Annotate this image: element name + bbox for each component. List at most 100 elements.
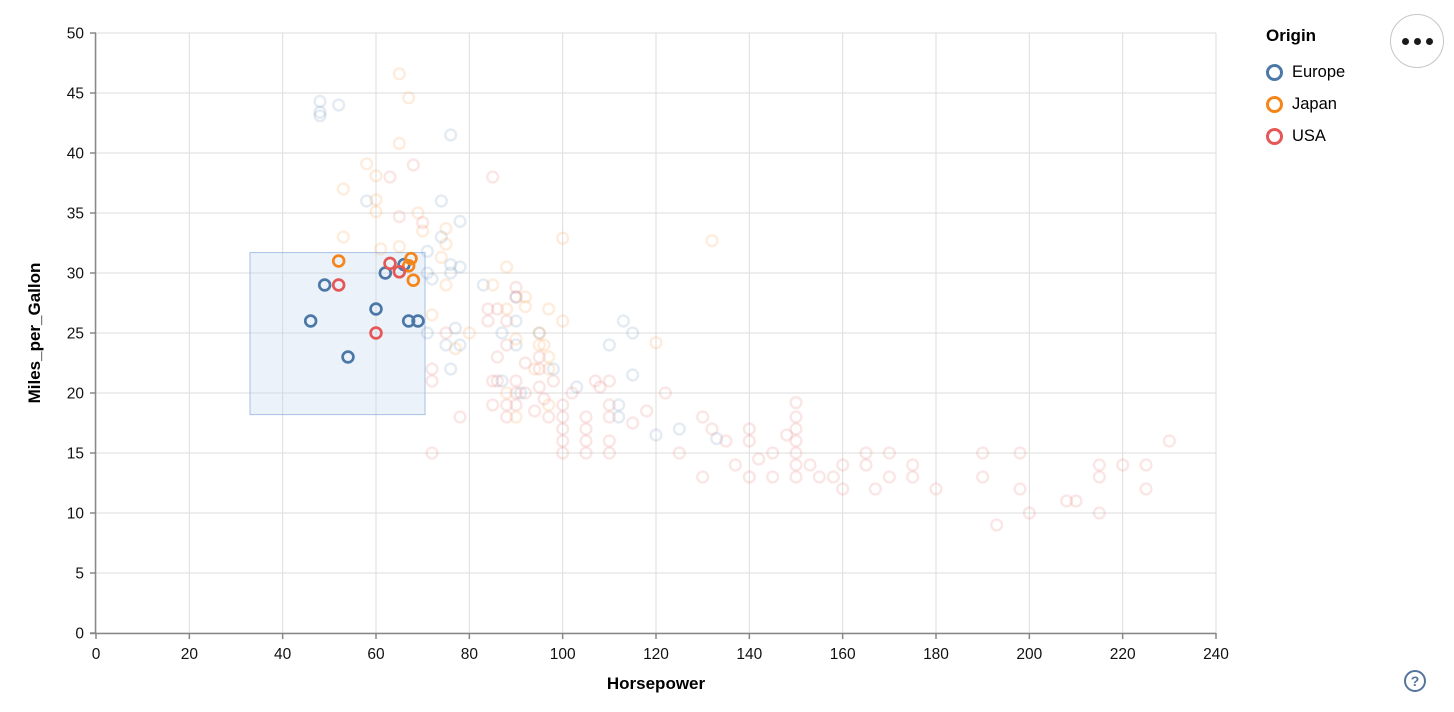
data-point-usa: [696, 410, 710, 424]
data-point-japan: [336, 230, 350, 244]
data-point-japan: [360, 157, 374, 171]
data-point-japan: [439, 222, 453, 236]
help-button[interactable]: ?: [1404, 670, 1426, 692]
data-point-europe: [649, 428, 663, 442]
data-point-japan: [374, 242, 388, 256]
legend-label-japan: Japan: [1292, 94, 1337, 113]
data-point-usa: [406, 158, 420, 172]
usa-ring-icon: [1266, 127, 1283, 145]
data-point-usa: [518, 386, 532, 400]
x-tick-label: 160: [830, 646, 856, 663]
data-point-japan: [556, 314, 570, 328]
legend: Origin Europe Japan USA: [1266, 26, 1345, 152]
data-point-usa: [481, 302, 495, 316]
data-point-usa: [976, 446, 990, 460]
data-point-usa: [906, 470, 920, 484]
data-point-usa: [602, 398, 616, 412]
data-point-usa: [1139, 458, 1153, 472]
y-tick-label: 0: [75, 626, 84, 643]
data-point-japan: [528, 362, 542, 376]
data-point-japan: [439, 237, 453, 251]
data-point-usa: [868, 482, 882, 496]
data-point-japan: [542, 350, 556, 364]
data-point-usa: [528, 404, 542, 418]
legend-item-japan: Japan: [1266, 88, 1345, 120]
y-tick-label: 35: [67, 206, 84, 223]
data-point-europe: [444, 266, 458, 280]
data-point-europe: [612, 398, 626, 412]
y-tick-label: 20: [67, 386, 85, 403]
data-point-europe: [420, 326, 434, 340]
x-tick-label: 220: [1110, 646, 1136, 663]
data-point-usa: [486, 170, 500, 184]
data-point-europe: [420, 266, 434, 280]
data-point-japan: [542, 398, 556, 412]
data-point-usa: [500, 398, 514, 412]
data-point-japan: [649, 336, 663, 350]
data-point-usa: [509, 280, 523, 295]
selected-point-europe: [317, 278, 332, 292]
data-point-europe: [444, 258, 458, 272]
data-point-usa: [990, 518, 1004, 532]
data-point-europe: [332, 98, 346, 112]
data-point-europe: [509, 338, 523, 352]
data-point-usa: [486, 398, 500, 412]
data-point-usa: [602, 374, 616, 388]
data-point-usa: [490, 374, 504, 388]
data-point-usa: [532, 350, 546, 364]
data-point-usa: [486, 374, 500, 388]
data-point-japan: [448, 342, 462, 356]
data-point-usa: [425, 362, 439, 376]
data-point-usa: [602, 434, 616, 448]
data-point-europe: [495, 374, 509, 388]
data-point-usa: [742, 470, 756, 484]
data-point-usa: [1116, 458, 1130, 472]
data-point-usa: [542, 410, 556, 424]
data-point-usa: [579, 434, 593, 448]
data-point-usa: [780, 428, 794, 442]
data-point-usa: [602, 446, 616, 460]
data-point-usa: [556, 434, 570, 448]
data-point-japan: [402, 91, 416, 105]
selected-point-japan: [401, 259, 416, 273]
data-point-usa: [602, 410, 616, 424]
data-point-usa: [789, 396, 803, 410]
more-options-icon: [1401, 37, 1409, 45]
data-point-europe: [434, 194, 448, 208]
data-point-usa: [509, 374, 523, 388]
data-point-europe: [616, 314, 630, 328]
data-point-usa: [672, 446, 686, 460]
data-point-usa: [593, 380, 607, 394]
data-point-usa: [509, 386, 523, 400]
data-point-usa: [453, 410, 467, 424]
data-point-japan: [392, 240, 406, 254]
data-point-usa: [565, 386, 579, 400]
data-point-europe: [672, 422, 686, 436]
data-point-usa: [789, 470, 803, 484]
legend-item-europe: Europe: [1266, 56, 1345, 88]
data-point-usa: [1139, 482, 1153, 496]
data-point-japan: [509, 332, 523, 346]
data-point-usa: [766, 446, 780, 460]
data-point-usa: [556, 410, 570, 424]
data-point-japan: [518, 290, 532, 304]
data-point-europe: [602, 338, 616, 352]
y-tick-label: 50: [67, 26, 85, 43]
data-point-usa: [509, 290, 523, 304]
data-point-japan: [392, 67, 406, 81]
selected-point-europe: [341, 350, 355, 364]
data-point-usa: [537, 392, 551, 406]
data-point-usa: [742, 422, 756, 436]
x-tick-label: 240: [1203, 646, 1229, 663]
selected-point-japan: [404, 251, 418, 266]
data-point-japan: [369, 193, 383, 207]
data-point-japan: [369, 205, 383, 219]
more-options-button[interactable]: [1390, 14, 1444, 68]
data-point-usa: [719, 434, 733, 448]
data-point-usa: [481, 314, 495, 328]
x-tick-label: 60: [367, 646, 385, 663]
data-point-usa: [696, 470, 710, 484]
data-point-japan: [416, 224, 430, 238]
selected-point-europe: [303, 314, 318, 328]
